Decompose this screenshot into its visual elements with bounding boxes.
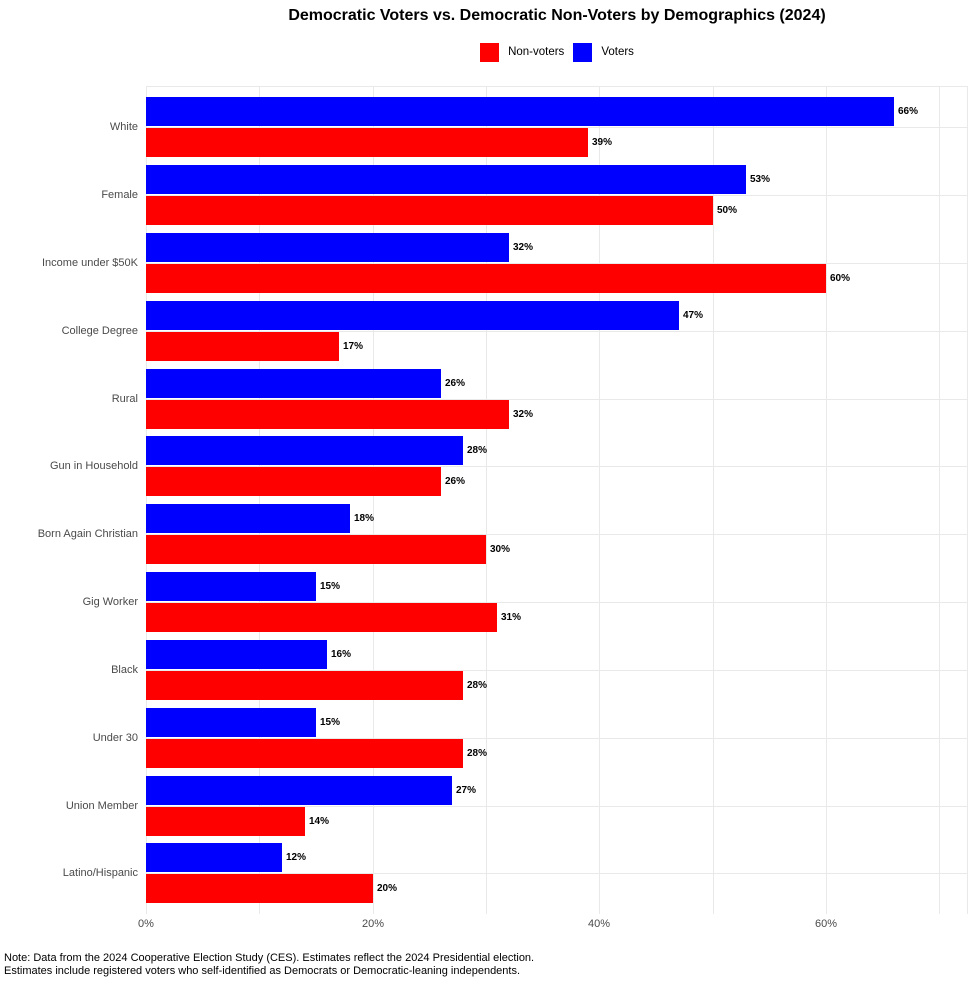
value-label-voters-union-member: 27% — [456, 785, 477, 796]
gridline-panel-top — [146, 86, 968, 87]
gridline-y-female — [146, 195, 968, 196]
bar-non-voters-income-under-50k — [146, 264, 826, 293]
gridline-y-black — [146, 670, 968, 671]
bar-voters-latino-hispanic — [146, 843, 282, 872]
bar-voters-female — [146, 165, 746, 194]
category-label-gig-worker: Gig Worker — [82, 596, 138, 608]
value-label-non-voters-female: 50% — [717, 205, 738, 216]
x-tick-40: 40% — [587, 918, 611, 930]
category-label-female: Female — [101, 189, 138, 201]
gridline-y-born-again-christian — [146, 534, 968, 535]
value-label-non-voters-under-30: 28% — [467, 748, 488, 759]
x-tick-60: 60% — [814, 918, 838, 930]
gridline-y-white — [146, 127, 968, 128]
legend-label-non-voters: Non-voters — [508, 46, 565, 58]
category-label-gun-in-household: Gun in Household — [49, 460, 138, 472]
value-label-voters-college-degree: 47% — [683, 310, 704, 321]
value-label-voters-born-again-christian: 18% — [354, 513, 375, 524]
value-label-non-voters-black: 28% — [467, 680, 488, 691]
source-note: Note: Data from the 2024 Cooperative Ele… — [4, 952, 534, 978]
bar-voters-white — [146, 97, 894, 126]
category-label-income-under-50k: Income under $50K — [41, 257, 138, 269]
gridline-y-union-member — [146, 806, 968, 807]
value-label-non-voters-gig-worker: 31% — [501, 612, 522, 623]
category-label-born-again-christian: Born Again Christian — [37, 528, 138, 540]
gridline-y-college-degree — [146, 331, 968, 332]
legend-swatch-non-voters — [480, 42, 500, 62]
gridline-y-rural — [146, 399, 968, 400]
value-label-voters-income-under-50k: 32% — [513, 242, 534, 253]
bar-non-voters-black — [146, 671, 463, 700]
bar-voters-gun-in-household — [146, 436, 463, 465]
bar-non-voters-under-30 — [146, 739, 463, 768]
value-label-voters-rural: 26% — [445, 378, 466, 389]
category-label-under-30: Under 30 — [92, 732, 138, 744]
value-label-non-voters-rural: 32% — [513, 409, 534, 420]
value-label-voters-gig-worker: 15% — [320, 581, 341, 592]
gridline-y-under-30 — [146, 738, 968, 739]
bar-voters-black — [146, 640, 327, 669]
value-label-non-voters-income-under-50k: 60% — [830, 273, 851, 284]
gridline-y-income-under-50k — [146, 263, 968, 264]
gridline-y-gig-worker — [146, 602, 968, 603]
gridline-y-gun-in-household — [146, 466, 968, 467]
category-label-college-degree: College Degree — [61, 325, 138, 337]
value-label-voters-black: 16% — [331, 649, 352, 660]
category-label-white: White — [109, 121, 138, 133]
gridline-x-10 — [259, 86, 260, 914]
plot-panel: 66% 39% 53% 50% 32% 60% 47% 17% 26% 32% 28% 26% 18% 3… — [146, 86, 968, 914]
value-label-voters-white: 66% — [898, 106, 919, 117]
legend-item-non-voters: Non-voters — [480, 42, 565, 62]
category-label-black: Black — [111, 664, 138, 676]
bar-voters-under-30 — [146, 708, 316, 737]
bar-non-voters-gun-in-household — [146, 467, 441, 496]
bar-voters-union-member — [146, 776, 452, 805]
legend-swatch-voters — [573, 42, 593, 62]
gridline-y-latino-hispanic — [146, 873, 968, 874]
category-label-rural: Rural — [111, 393, 138, 405]
bar-voters-income-under-50k — [146, 233, 509, 262]
bar-non-voters-union-member — [146, 807, 305, 836]
bar-non-voters-gig-worker — [146, 603, 497, 632]
legend-item-voters: Voters — [573, 42, 634, 62]
bar-non-voters-white — [146, 128, 588, 157]
value-label-non-voters-gun-in-household: 26% — [445, 476, 466, 487]
gridline-x-0 — [146, 86, 147, 914]
gridline-x-50 — [713, 86, 714, 914]
value-label-voters-under-30: 15% — [320, 717, 341, 728]
legend-label-voters: Voters — [601, 46, 634, 58]
gridline-panel-right — [967, 86, 968, 914]
x-tick-0: 0% — [138, 918, 154, 930]
bar-voters-college-degree — [146, 301, 679, 330]
note-line-2: Estimates include registered voters who … — [4, 965, 521, 977]
gridline-x-70 — [939, 86, 940, 914]
bar-non-voters-female — [146, 196, 713, 225]
gridline-x-60 — [826, 86, 827, 914]
value-label-voters-female: 53% — [750, 174, 771, 185]
x-tick-20: 20% — [361, 918, 385, 930]
bar-non-voters-rural — [146, 400, 509, 429]
value-label-non-voters-white: 39% — [592, 137, 613, 148]
category-label-latino-hispanic: Latino/Hispanic — [62, 867, 138, 879]
bar-non-voters-born-again-christian — [146, 535, 486, 564]
bar-voters-born-again-christian — [146, 504, 350, 533]
value-label-non-voters-born-again-christian: 30% — [490, 544, 511, 555]
value-label-voters-gun-in-household: 28% — [467, 445, 488, 456]
gridline-x-20 — [373, 86, 374, 914]
value-label-voters-latino-hispanic: 12% — [286, 852, 307, 863]
bar-voters-gig-worker — [146, 572, 316, 601]
gridline-x-30 — [486, 86, 487, 914]
value-label-non-voters-union-member: 14% — [309, 816, 330, 827]
gridline-x-40 — [599, 86, 600, 914]
chart-title: Democratic Voters vs. Democratic Non-Vot… — [288, 7, 826, 24]
bar-non-voters-college-degree — [146, 332, 339, 361]
category-label-union-member: Union Member — [65, 800, 138, 812]
bar-voters-rural — [146, 369, 441, 398]
value-label-non-voters-college-degree: 17% — [343, 341, 364, 352]
value-label-non-voters-latino-hispanic: 20% — [377, 883, 398, 894]
bar-non-voters-latino-hispanic — [146, 874, 373, 903]
note-line-1: Note: Data from the 2024 Cooperative Ele… — [4, 952, 535, 964]
legend: Non-voters Voters — [146, 42, 968, 62]
